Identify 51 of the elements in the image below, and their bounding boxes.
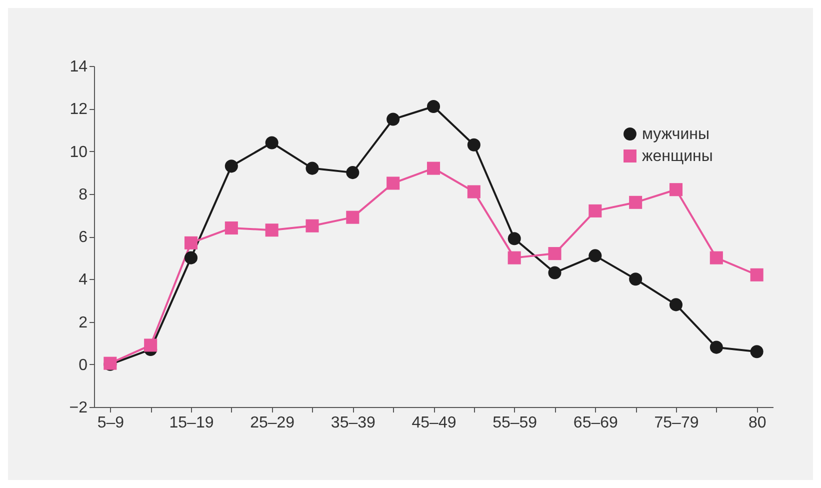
x-tick-label: 45–49	[412, 414, 456, 432]
point	[669, 298, 683, 312]
point	[306, 162, 319, 175]
x-tick-label: 35–39	[330, 414, 376, 432]
legend-label: мужчины	[642, 126, 710, 143]
point	[224, 221, 238, 234]
point	[386, 112, 400, 126]
point	[750, 268, 764, 282]
x-tick-label: 65–69	[573, 414, 618, 432]
point	[588, 204, 602, 218]
y-tick-label: 6	[78, 229, 88, 246]
point	[265, 136, 278, 150]
y-tick-label: 14	[70, 58, 88, 76]
x-tick-label: 80	[748, 414, 766, 432]
y-tick-label: 8	[78, 186, 88, 204]
point	[346, 210, 360, 224]
point	[508, 232, 521, 246]
point	[750, 345, 764, 358]
legend-label: женщины	[642, 148, 713, 165]
point	[144, 338, 158, 352]
point	[548, 247, 562, 260]
y-tick-label: 12	[70, 101, 88, 118]
point	[467, 138, 480, 152]
point	[669, 183, 683, 196]
point	[629, 196, 642, 209]
y-tick-label: 0	[78, 356, 88, 374]
point	[184, 236, 198, 250]
point	[508, 251, 521, 264]
y-tick-label: 10	[70, 144, 88, 161]
point	[265, 224, 278, 237]
point	[588, 249, 602, 262]
x-tick-label: 75–79	[654, 414, 699, 432]
point	[710, 340, 723, 354]
point	[306, 219, 319, 232]
y-tick-label: −2	[69, 400, 88, 416]
x-tick-label: 15–19	[169, 414, 214, 432]
point	[346, 166, 360, 180]
point	[548, 266, 562, 280]
point	[467, 185, 480, 198]
point	[184, 251, 198, 264]
x-tick-label: 55–59	[492, 414, 538, 432]
x-tick-label: 5–9	[97, 414, 124, 432]
point	[426, 100, 440, 113]
point	[710, 251, 723, 264]
point	[629, 272, 642, 286]
y-tick-label: 4	[78, 272, 88, 289]
y-tick-label: 2	[78, 314, 88, 332]
point	[224, 160, 238, 173]
x-tick-label: 25–29	[250, 414, 295, 432]
point	[386, 176, 400, 190]
point	[426, 162, 440, 175]
